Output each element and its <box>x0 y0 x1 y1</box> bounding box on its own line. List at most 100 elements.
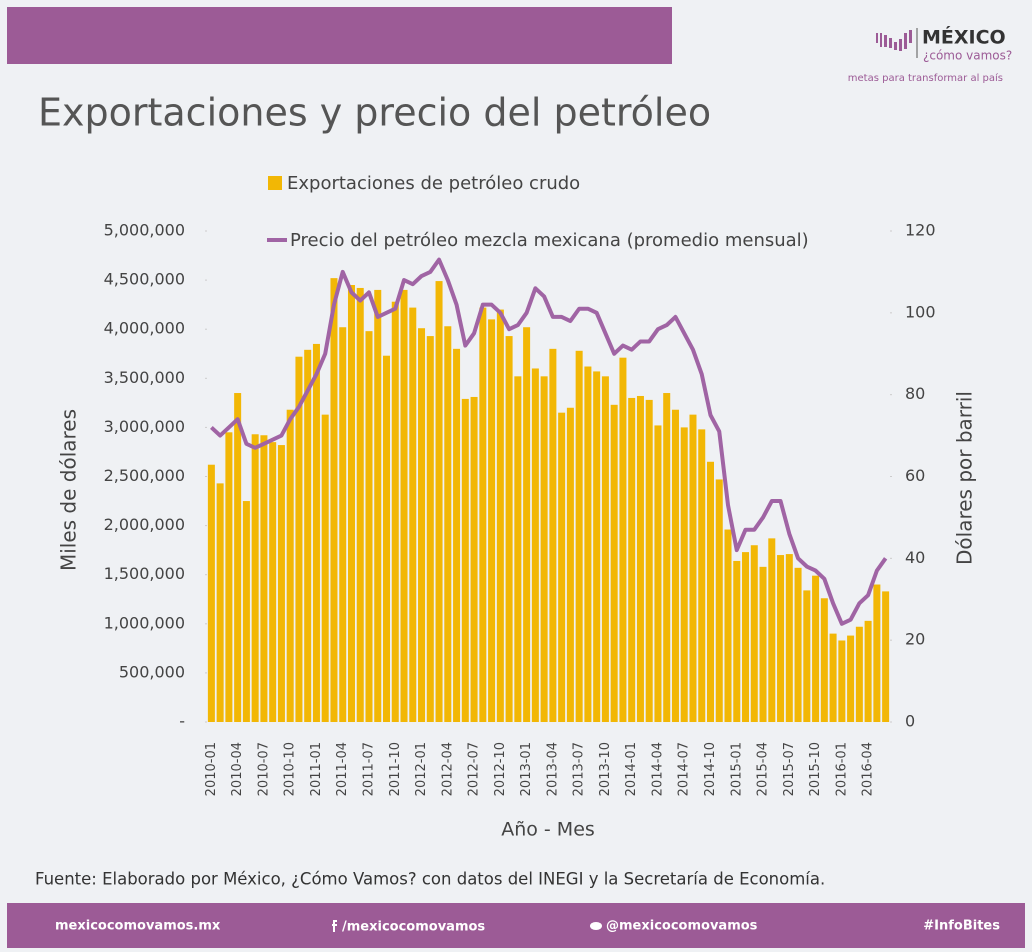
x-tick-label: 2013-04 <box>545 742 560 796</box>
bar <box>794 567 802 722</box>
plot: - 500,000 1,000,000 1,500,000 2,000,000 2,500… <box>104 221 936 797</box>
bar <box>566 407 574 722</box>
bar <box>777 555 785 722</box>
bar <box>216 483 224 722</box>
bar <box>549 348 557 722</box>
y-tick-label: 3,000,000 <box>104 417 185 436</box>
y-tick-label: 500,000 <box>119 662 185 681</box>
bar <box>654 425 662 722</box>
bar <box>829 633 837 722</box>
bar <box>269 442 277 722</box>
y-tick-label: 1,500,000 <box>104 564 185 583</box>
bar <box>444 326 452 722</box>
y2-tick-label: 20 <box>905 630 925 649</box>
bar <box>873 584 881 722</box>
bar <box>426 336 434 722</box>
bar <box>234 393 242 722</box>
bar <box>558 412 566 722</box>
x-tick-label: 2014-07 <box>677 742 692 796</box>
x-tick-label: 2016-01 <box>834 742 849 796</box>
bar <box>365 331 373 722</box>
bar <box>864 620 872 722</box>
x-tick-label: 2014-01 <box>624 742 639 796</box>
x-axis-title: Año - Mes <box>501 819 595 841</box>
y-tick-label: 3,500,000 <box>104 368 185 387</box>
bar <box>601 376 609 722</box>
bar <box>706 461 714 722</box>
bar <box>391 301 399 722</box>
bar <box>225 432 233 722</box>
bar <box>645 399 653 722</box>
y-tick-label: 4,000,000 <box>104 319 185 338</box>
bar <box>768 538 776 722</box>
facebook-icon <box>332 920 337 932</box>
bar <box>531 368 539 722</box>
footer-hashtag: #InfoBites <box>923 919 1000 934</box>
bar <box>286 409 294 722</box>
footer-twitter: @mexicocomovamos <box>606 919 758 934</box>
y2-tick-label: 80 <box>905 384 925 403</box>
bar <box>207 464 215 722</box>
legend-swatch <box>268 176 282 190</box>
x-tick-label: 2010-04 <box>230 742 245 796</box>
x-tick-label: 2013-07 <box>572 742 587 796</box>
bar <box>435 281 443 722</box>
bar <box>610 404 618 722</box>
bar <box>277 445 285 722</box>
bar <box>820 598 828 722</box>
bar <box>242 501 250 722</box>
y-tick-label: 5,000,000 <box>104 221 185 240</box>
bar <box>540 376 548 722</box>
bar <box>855 626 863 722</box>
bar <box>496 309 504 722</box>
bar <box>733 560 741 722</box>
x-tick-label: 2012-07 <box>467 742 482 796</box>
bar <box>461 398 469 722</box>
bar <box>488 319 496 722</box>
bar <box>339 327 347 722</box>
bar <box>418 328 426 722</box>
y2-tick-label: 0 <box>905 712 915 731</box>
x-tick-label: 2012-04 <box>440 742 455 796</box>
bar <box>628 397 636 722</box>
logo-mark <box>876 30 912 51</box>
bar <box>312 343 320 722</box>
bar <box>698 429 706 722</box>
y-tick-label: 2,000,000 <box>104 515 185 534</box>
logo-tagline: metas para transformar al país <box>848 72 1003 84</box>
bar <box>724 529 732 722</box>
x-tick-label: 2013-10 <box>598 742 613 796</box>
legend-label: Precio del petróleo mezcla mexicana (pro… <box>290 230 809 251</box>
bar <box>847 635 855 722</box>
footer-band <box>7 903 1025 948</box>
bar <box>584 366 592 722</box>
x-tick-label: 2010-10 <box>283 742 298 796</box>
bar <box>715 479 723 722</box>
bar <box>321 414 329 722</box>
bar <box>304 349 312 722</box>
footer-facebook: /mexicocomovamos <box>342 920 485 935</box>
bar <box>785 554 793 722</box>
bar <box>663 393 671 722</box>
x-tick-label: 2012-01 <box>414 742 429 796</box>
x-tick-label: 2011-04 <box>335 742 350 796</box>
y-tick-label: 1,000,000 <box>104 613 185 632</box>
y-tick-label: 2,500,000 <box>104 466 185 485</box>
bar <box>742 552 750 722</box>
bar <box>882 591 890 722</box>
bar <box>750 545 758 722</box>
footer-website: mexicocomovamos.mx <box>55 919 221 934</box>
x-tick-label: 2013-01 <box>519 742 534 796</box>
y2-tick-label: 120 <box>905 221 936 240</box>
logo-title: MÉXICO <box>922 26 1006 49</box>
x-tick-label: 2015-04 <box>756 742 771 796</box>
bar <box>330 278 338 722</box>
bar <box>356 287 364 722</box>
x-tick-label: 2014-04 <box>650 742 665 796</box>
y-tick-label: 4,500,000 <box>104 270 185 289</box>
bar <box>514 376 522 722</box>
bar <box>251 434 259 722</box>
y-tick-label: - <box>179 712 185 731</box>
legend-label: Exportaciones de petróleo crudo <box>287 173 580 194</box>
